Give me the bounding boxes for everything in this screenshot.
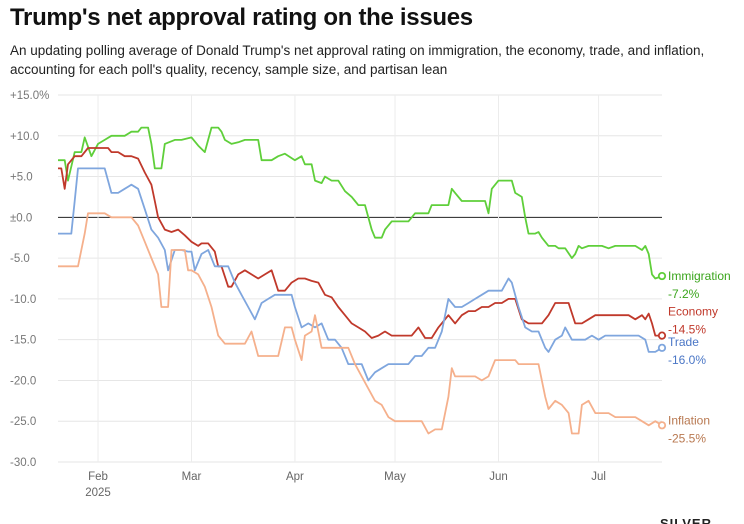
series-endpoint-economy [657,331,667,340]
y-tick-label: +15.0% [10,90,49,102]
y-tick-label: +5.0 [10,172,33,184]
x-tick-label: Jul [591,471,606,483]
series-value-economy: -14.5% [668,323,706,337]
series-name-trade: Trade [668,335,699,349]
x-tick-label: Jun [489,471,508,483]
series-endpoint-immigration [657,271,667,281]
x-tick-label: May [384,471,406,483]
series-endpoint-inflation [657,421,667,430]
x-tick-label: Apr [286,471,304,483]
series-name-economy: Economy [668,305,718,319]
series-name-immigration: Immigration [668,269,731,283]
y-tick-label: ±0.0 [10,212,32,224]
x-tick-label: Feb [88,471,108,483]
x-tick-sublabel: 2025 [85,487,111,499]
series-value-trade: -16.0% [668,353,706,367]
series-line-trade [58,167,663,382]
series-line-immigration [58,126,663,280]
series-labels: Immigration -7.2% Economy -14.5%Trade -16.0%… [668,269,731,445]
chart-subtitle: An updating polling average of Donald Tr… [10,43,705,77]
series-line-inflation [58,212,663,435]
series-value-immigration: -7.2% [668,287,700,301]
y-tick-label: -25.0 [10,416,36,428]
series-endpoint-trade [657,343,667,352]
y-tick-label: -5.0 [10,253,30,265]
y-tick-label: -10.0 [10,294,36,306]
y-tick-label: -15.0 [10,335,36,347]
axes: +15.0% +10.0 +5.0 ±0.0 -5.0 -10.0 -15.0 -20.0 -2… [10,90,606,499]
series-value-inflation: -25.5% [668,431,706,445]
watermark: SILVER [660,516,712,524]
grid-lines [58,94,662,463]
series-lines [58,126,667,435]
y-tick-label: +10.0 [10,131,39,143]
y-tick-label: -30.0 [10,457,36,469]
chart-title: Trump's net approval rating on the issue… [10,4,473,31]
y-tick-label: -20.0 [10,375,36,387]
series-name-inflation: Inflation [668,413,710,427]
series-line-economy [58,147,662,339]
x-tick-label: Mar [182,471,202,483]
